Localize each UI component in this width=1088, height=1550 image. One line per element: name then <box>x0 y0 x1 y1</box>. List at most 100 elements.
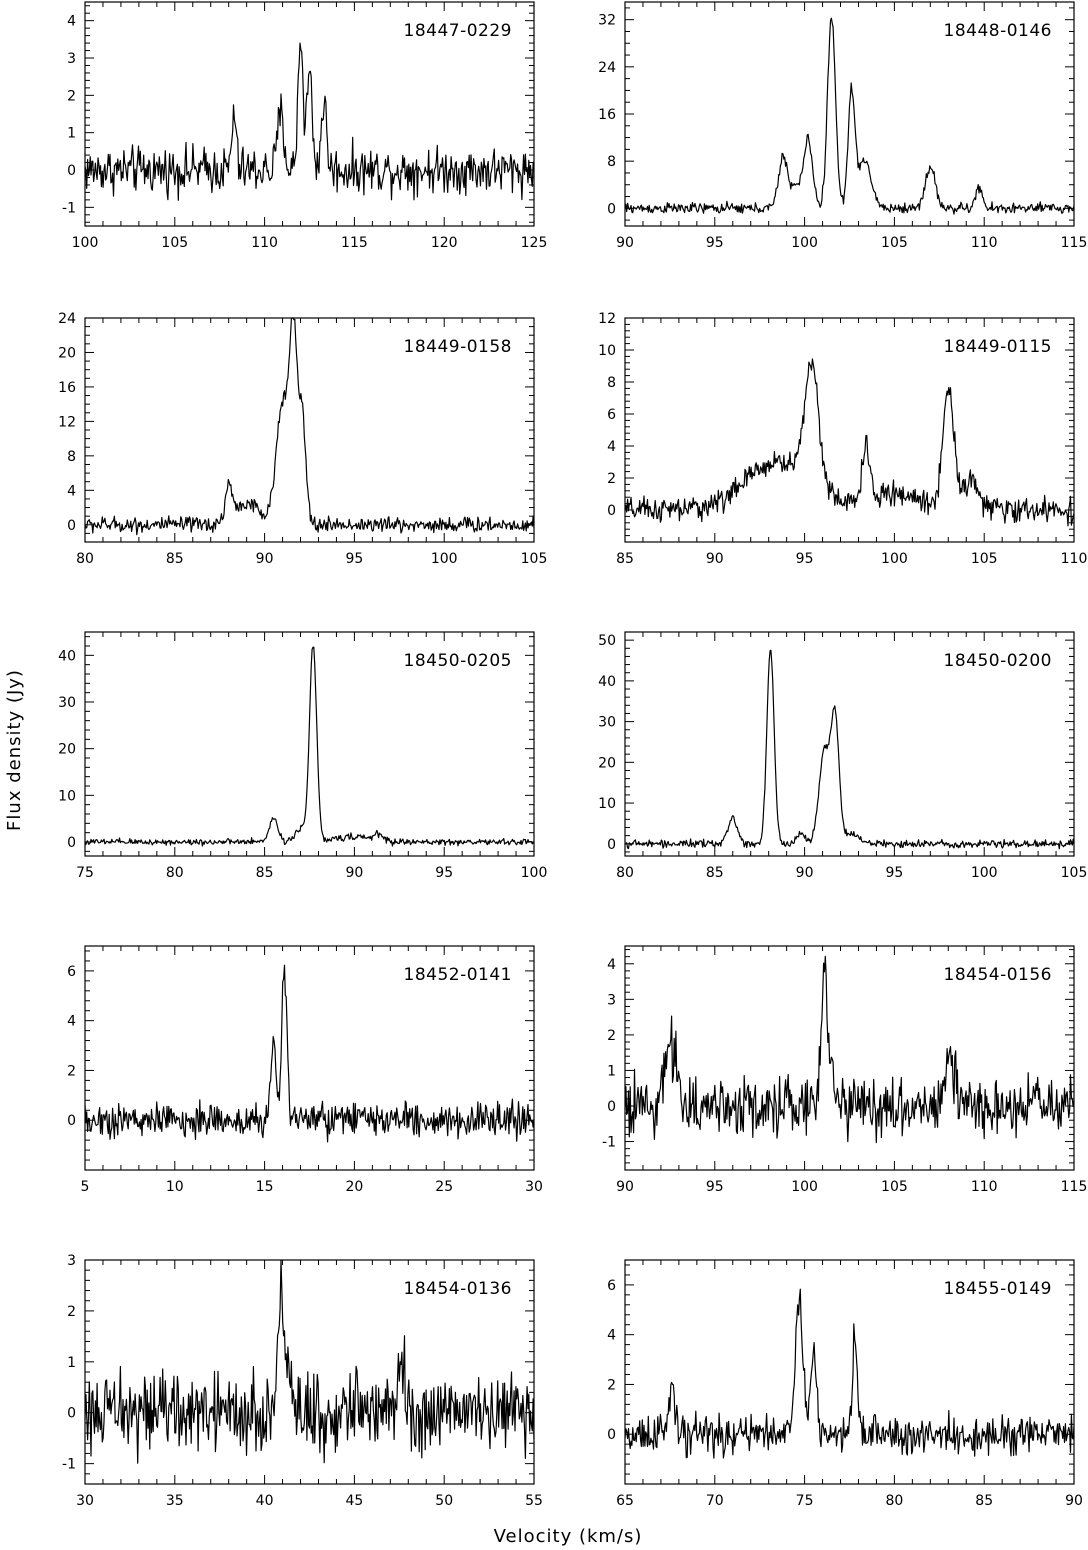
plot-frame <box>84 945 535 1171</box>
plot-frame <box>624 1259 1075 1485</box>
plot-frame <box>84 631 535 857</box>
y-tick-label: 0 <box>607 503 616 519</box>
y-tick-label: -1 <box>62 200 76 216</box>
y-tick-label: 8 <box>607 154 616 170</box>
x-tick-label: 125 <box>521 235 548 251</box>
source-name: 18455-0149 <box>944 1279 1052 1299</box>
y-tick-label: 0 <box>607 1099 616 1115</box>
x-tick-label: 30 <box>76 1493 94 1509</box>
x-tick-label: 95 <box>796 551 814 567</box>
x-tick-label: 100 <box>72 235 99 251</box>
y-tick-label: 6 <box>67 964 76 980</box>
x-tick-label: 35 <box>166 1493 184 1509</box>
x-tick-label: 110 <box>971 235 998 251</box>
spectrum-panel: 5 10 15 20 25 30 0 2 4 6 18452-0141 <box>67 945 543 1195</box>
x-tick-label: 55 <box>525 1493 543 1509</box>
x-tick-label: 95 <box>706 1179 724 1195</box>
x-tick-label: 105 <box>161 235 188 251</box>
source-name: 18449-0158 <box>404 337 512 357</box>
y-tick-label: 16 <box>598 107 616 123</box>
x-tick-label: 45 <box>345 1493 363 1509</box>
y-tick-label: 0 <box>67 1113 76 1129</box>
y-tick-label: 4 <box>607 439 616 455</box>
y-tick-label: 40 <box>58 648 76 664</box>
y-tick-label: 8 <box>607 375 616 391</box>
x-tick-label: 80 <box>76 551 94 567</box>
spectrum-panel: 80 85 90 95 100 105 0 4 8 12 16 20 24 18449-0158 <box>58 311 547 567</box>
x-tick-label: 95 <box>345 551 363 567</box>
y-tick-label: 2 <box>607 1028 616 1044</box>
x-tick-label: 80 <box>166 865 184 881</box>
spectrum-line <box>624 17 1075 215</box>
y-tick-label: 2 <box>67 88 76 104</box>
spectrum-panel: 75 80 85 90 95 100 0 10 20 30 40 18450-0205 <box>58 631 547 881</box>
spectrum-panel: 90 95 100 105 110 115 -1 0 1 2 3 4 18454-0156 <box>602 945 1088 1195</box>
y-tick-label: 8 <box>67 449 76 465</box>
y-tick-label: 4 <box>67 1014 76 1030</box>
x-tick-label: 75 <box>76 865 94 881</box>
x-tick-label: 10 <box>166 1179 184 1195</box>
x-tick-label: 100 <box>881 551 908 567</box>
x-tick-label: 90 <box>1065 1493 1083 1509</box>
x-tick-label: 85 <box>706 865 724 881</box>
y-tick-label: 24 <box>598 60 616 76</box>
spectrum-panel: 30 35 40 45 50 55 -1 0 1 2 3 18454-0136 <box>62 1253 543 1509</box>
spectrum-panel: 80 85 90 95 100 105 0 10 20 30 40 50 18450-0200 <box>598 631 1087 881</box>
y-tick-label: 4 <box>67 14 76 30</box>
y-tick-label: 30 <box>598 715 616 731</box>
x-tick-label: 120 <box>431 235 458 251</box>
spectrum-line <box>84 646 535 847</box>
x-tick-label: 75 <box>796 1493 814 1509</box>
y-tick-label: 0 <box>607 1427 616 1443</box>
x-tick-label: 85 <box>256 865 274 881</box>
y-tick-label: 30 <box>58 695 76 711</box>
x-tick-label: 85 <box>616 551 634 567</box>
x-tick-label: 115 <box>1061 1179 1088 1195</box>
spectrum-panel: 85 90 95 100 105 110 0 2 4 6 8 10 12 18449-0115 <box>598 311 1087 567</box>
x-tick-label: 115 <box>341 235 368 251</box>
x-tick-label: 30 <box>525 1179 543 1195</box>
source-name: 18450-0205 <box>404 651 512 671</box>
source-name: 18454-0156 <box>944 965 1052 985</box>
y-tick-label: 0 <box>67 835 76 851</box>
plot-frame <box>84 1 535 227</box>
spectrum-line <box>84 1259 535 1464</box>
x-tick-label: 105 <box>971 551 998 567</box>
y-tick-label: 32 <box>598 13 616 29</box>
x-tick-label: 20 <box>345 1179 363 1195</box>
x-tick-label: 90 <box>256 551 274 567</box>
y-tick-label: 2 <box>607 1377 616 1393</box>
spectrum-line <box>624 358 1075 527</box>
x-tick-label: 110 <box>1061 551 1088 567</box>
y-axis-title: Flux density (Jy) <box>4 669 25 831</box>
y-tick-label: 16 <box>58 380 76 396</box>
y-tick-label: 1 <box>67 1355 76 1371</box>
y-tick-label: 50 <box>598 633 616 649</box>
x-tick-label: 5 <box>81 1179 90 1195</box>
y-tick-label: 0 <box>67 518 76 534</box>
x-tick-label: 70 <box>706 1493 724 1509</box>
y-tick-label: 1 <box>607 1063 616 1079</box>
x-tick-label: 95 <box>435 865 453 881</box>
y-tick-label: 0 <box>607 837 616 853</box>
y-tick-label: -1 <box>602 1135 616 1151</box>
y-tick-label: 6 <box>607 407 616 423</box>
x-tick-label: 65 <box>616 1493 634 1509</box>
x-tick-label: 25 <box>435 1179 453 1195</box>
x-tick-label: 85 <box>975 1493 993 1509</box>
source-name: 18447-0229 <box>404 21 512 41</box>
y-tick-label: 3 <box>607 992 616 1008</box>
source-name: 18452-0141 <box>404 965 512 985</box>
source-name: 18448-0146 <box>944 21 1052 41</box>
spectrum-panel: 65 70 75 80 85 90 0 2 4 6 18455-0149 <box>607 1259 1083 1509</box>
x-tick-label: 110 <box>971 1179 998 1195</box>
x-tick-label: 90 <box>345 865 363 881</box>
x-tick-label: 40 <box>256 1493 274 1509</box>
x-tick-label: 105 <box>521 551 548 567</box>
spectrum-line <box>624 649 1075 850</box>
y-tick-label: 2 <box>607 471 616 487</box>
y-tick-label: -1 <box>62 1457 76 1473</box>
y-tick-label: 2 <box>67 1304 76 1320</box>
y-tick-label: 12 <box>598 311 616 327</box>
